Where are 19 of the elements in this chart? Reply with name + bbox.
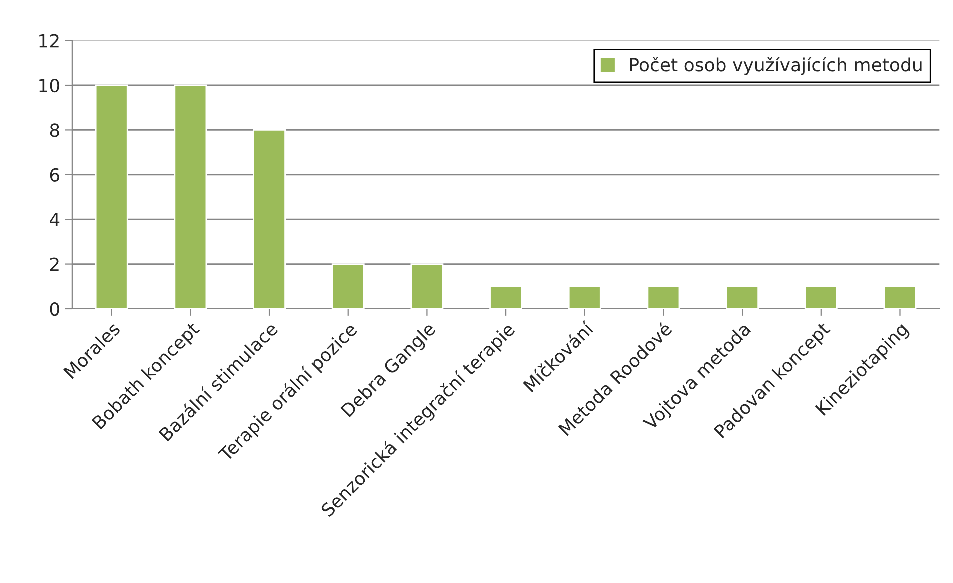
legend-label: Počet osob využívajících metodu: [630, 57, 922, 76]
bar: [726, 286, 760, 309]
bar: [253, 130, 286, 309]
bar: [95, 84, 128, 309]
y-tick-label: 0: [50, 302, 60, 316]
y-tick-label: 12: [40, 34, 59, 48]
y-tick-label: 4: [50, 213, 60, 226]
bar: [410, 264, 444, 309]
bar: [568, 286, 602, 309]
bar: [174, 84, 208, 309]
bar: [884, 286, 917, 309]
y-tick-label: 8: [50, 124, 60, 138]
bar: [804, 286, 838, 309]
y-tick-label: 6: [50, 168, 60, 182]
bar: [490, 286, 523, 309]
bar: [332, 264, 365, 309]
y-tick-label: 2: [50, 258, 59, 272]
bar: [647, 286, 680, 309]
y-tick-label: 10: [40, 78, 60, 93]
